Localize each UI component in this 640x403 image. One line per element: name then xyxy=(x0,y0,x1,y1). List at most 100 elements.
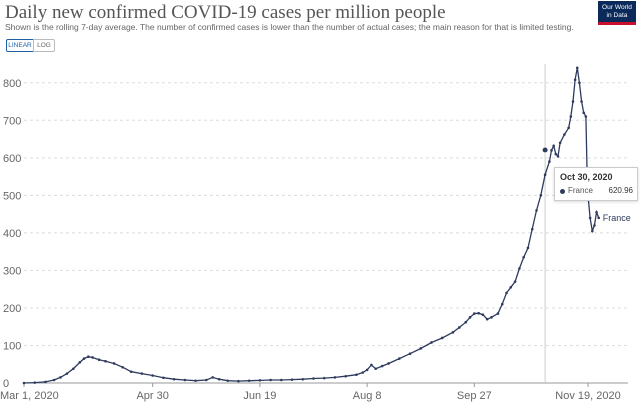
data-point[interactable] xyxy=(33,381,37,384)
data-point[interactable] xyxy=(588,216,592,220)
highlight-point[interactable] xyxy=(541,146,549,154)
data-point[interactable] xyxy=(365,368,369,372)
data-point[interactable] xyxy=(22,381,26,385)
data-point[interactable] xyxy=(481,313,485,316)
x-tick-label: Aug 8 xyxy=(353,390,382,402)
data-point[interactable] xyxy=(535,209,538,212)
data-point[interactable] xyxy=(485,317,489,321)
data-point[interactable] xyxy=(590,229,594,233)
data-point[interactable] xyxy=(237,379,240,383)
data-point[interactable] xyxy=(569,115,573,118)
data-point[interactable] xyxy=(344,374,347,378)
data-point[interactable] xyxy=(563,133,566,136)
series-line[interactable] xyxy=(23,67,600,384)
data-point[interactable] xyxy=(91,356,94,359)
data-point[interactable] xyxy=(539,194,543,197)
series-france[interactable] xyxy=(22,66,601,385)
data-point[interactable] xyxy=(554,152,558,156)
data-point[interactable] xyxy=(129,370,133,374)
data-point[interactable] xyxy=(361,371,365,374)
data-point[interactable] xyxy=(211,376,215,379)
data-point[interactable] xyxy=(59,376,62,379)
data-point[interactable] xyxy=(370,363,373,367)
data-point[interactable] xyxy=(151,374,154,377)
data-point[interactable] xyxy=(552,144,555,148)
data-point[interactable] xyxy=(578,81,581,85)
data-point[interactable] xyxy=(430,341,433,344)
linear-scale-button[interactable]: LINEAR xyxy=(6,39,34,52)
data-point[interactable] xyxy=(78,361,82,364)
data-point[interactable] xyxy=(290,378,294,381)
log-scale-button[interactable]: LOG xyxy=(33,39,55,52)
data-point[interactable] xyxy=(567,126,570,130)
data-point[interactable] xyxy=(500,302,504,306)
data-point[interactable] xyxy=(595,210,598,214)
data-point[interactable] xyxy=(464,320,468,324)
data-point[interactable] xyxy=(556,155,560,158)
data-point[interactable] xyxy=(112,362,116,365)
data-point[interactable] xyxy=(543,173,547,177)
data-point[interactable] xyxy=(518,267,521,270)
data-point[interactable] xyxy=(355,373,358,377)
data-point[interactable] xyxy=(593,224,596,227)
data-point[interactable] xyxy=(473,312,476,315)
data-point[interactable] xyxy=(380,364,384,368)
data-point[interactable] xyxy=(226,379,230,383)
data-point[interactable] xyxy=(258,379,262,382)
data-point[interactable] xyxy=(458,326,461,329)
data-point[interactable] xyxy=(194,379,197,383)
data-point[interactable] xyxy=(584,115,588,118)
data-point[interactable] xyxy=(183,378,187,382)
x-tick-label: Mar 1, 2020 xyxy=(0,390,59,402)
data-point[interactable] xyxy=(477,311,480,315)
data-point[interactable] xyxy=(280,378,283,382)
data-point[interactable] xyxy=(387,362,390,365)
owid-logo[interactable]: Our World in Data xyxy=(598,1,636,25)
data-point[interactable] xyxy=(571,100,575,103)
data-point[interactable] xyxy=(509,286,513,289)
data-point[interactable] xyxy=(322,376,326,380)
data-point[interactable] xyxy=(505,291,508,295)
data-point[interactable] xyxy=(558,141,562,145)
data-point[interactable] xyxy=(440,336,444,340)
data-point[interactable] xyxy=(269,378,272,382)
data-point[interactable] xyxy=(333,376,337,379)
data-point[interactable] xyxy=(451,331,455,334)
data-point[interactable] xyxy=(597,216,601,220)
data-point[interactable] xyxy=(582,111,586,115)
data-point[interactable] xyxy=(580,100,583,103)
data-point[interactable] xyxy=(162,376,165,380)
data-point[interactable] xyxy=(44,380,47,384)
data-point[interactable] xyxy=(204,378,208,382)
data-point[interactable] xyxy=(72,367,75,371)
data-point[interactable] xyxy=(550,149,553,152)
data-point[interactable] xyxy=(87,355,90,359)
data-point[interactable] xyxy=(65,372,69,375)
data-point[interactable] xyxy=(530,227,534,231)
data-point[interactable] xyxy=(575,66,579,70)
data-point[interactable] xyxy=(140,372,144,375)
data-point[interactable] xyxy=(397,357,401,360)
data-point[interactable] xyxy=(468,316,472,319)
data-point[interactable] xyxy=(82,357,86,360)
data-point[interactable] xyxy=(522,255,525,259)
data-point[interactable] xyxy=(121,365,124,369)
data-point[interactable] xyxy=(408,352,412,356)
data-point[interactable] xyxy=(104,359,107,363)
data-point[interactable] xyxy=(374,367,377,371)
data-point[interactable] xyxy=(97,358,101,362)
data-point[interactable] xyxy=(573,78,577,82)
data-point[interactable] xyxy=(526,246,530,250)
data-point[interactable] xyxy=(172,377,176,381)
data-point[interactable] xyxy=(247,379,251,383)
data-point[interactable] xyxy=(301,377,305,381)
data-point[interactable] xyxy=(52,378,56,382)
data-point[interactable] xyxy=(419,347,423,350)
data-point[interactable] xyxy=(217,377,221,381)
data-point[interactable] xyxy=(513,280,517,283)
data-point[interactable] xyxy=(312,377,315,380)
data-point[interactable] xyxy=(548,160,551,163)
data-point[interactable] xyxy=(496,312,500,315)
data-point[interactable] xyxy=(490,316,493,319)
